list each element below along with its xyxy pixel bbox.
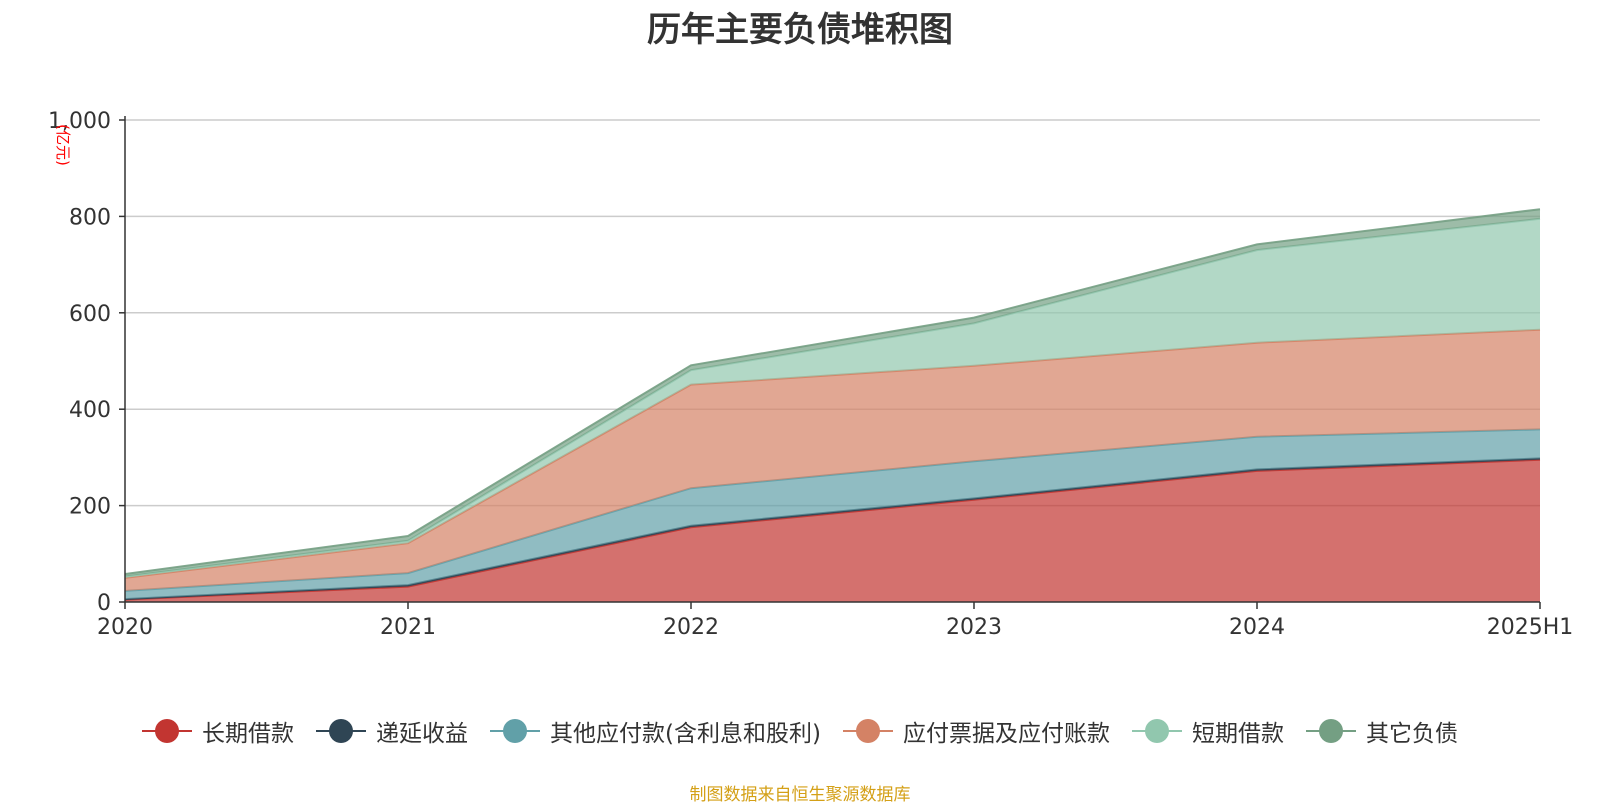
legend-marker-icon	[316, 719, 367, 743]
series-area-其他应付款(含利息和股利)	[125, 429, 1540, 600]
legend-item[interactable]: 其他应付款(含利息和股利)	[490, 714, 821, 748]
legend-marker-icon	[490, 719, 541, 743]
x-tick-label: 2022	[663, 615, 719, 640]
legend-marker-icon	[1131, 719, 1182, 743]
legend-label: 长期借款	[202, 721, 295, 747]
legend-item[interactable]: 短期借款	[1131, 714, 1284, 748]
axes: 0 200 400 600 800 1,000 2020 2021 2022 2023 2024 20…	[48, 109, 1573, 640]
legend-item[interactable]: 递延收益	[316, 714, 468, 748]
legend-label: 应付票据及应付账款	[902, 721, 1110, 747]
x-tick-label: 2020	[97, 615, 153, 640]
y-axis-unit-label: (亿元)	[54, 124, 72, 166]
legend: 长期借款 递延收益 其他应付款(含利息和股利) 应付票据及应付账款 短期借款 其它负债	[0, 714, 1600, 748]
legend-item[interactable]: 应付票据及应付账款	[842, 714, 1110, 748]
x-tick-label: 2025H1	[1487, 615, 1574, 640]
legend-marker-icon	[142, 719, 193, 743]
legend-marker-icon	[842, 719, 893, 743]
legend-label: 递延收益	[376, 721, 469, 747]
legend-item[interactable]: 长期借款	[142, 714, 294, 748]
y-tick-label: 0	[97, 591, 111, 616]
series-area-短期借款	[125, 218, 1540, 578]
series-area-应付票据及应付账款	[125, 329, 1540, 591]
x-tick-label: 2024	[1229, 615, 1285, 640]
y-tick-label: 1,000	[48, 109, 111, 134]
legend-label: 短期借款	[1191, 721, 1284, 747]
y-tick-label: 800	[69, 205, 111, 230]
legend-item[interactable]: 其它负债	[1305, 714, 1458, 748]
x-tick-label: 2021	[380, 615, 436, 640]
x-tick-label: 2023	[946, 615, 1002, 640]
y-tick-label: 400	[69, 398, 111, 423]
stacked-area-chart: 0 200 400 600 800 1,000 2020 2021 2022 2023 2024 20…	[48, 109, 1573, 640]
y-tick-label: 600	[69, 302, 111, 327]
legend-label: 其他应付款(含利息和股利)	[550, 721, 821, 747]
chart-title: 历年主要负债堆积图	[647, 10, 953, 50]
legend-label: 其它负债	[1365, 721, 1458, 747]
y-tick-label: 200	[69, 495, 111, 520]
source-note: 制图数据来自恒生聚源数据库	[689, 785, 911, 805]
legend-marker-icon	[1305, 719, 1356, 743]
series-line-其它负债	[124, 208, 1541, 575]
area-series	[124, 208, 1541, 602]
series-area-长期借款	[125, 459, 1540, 602]
